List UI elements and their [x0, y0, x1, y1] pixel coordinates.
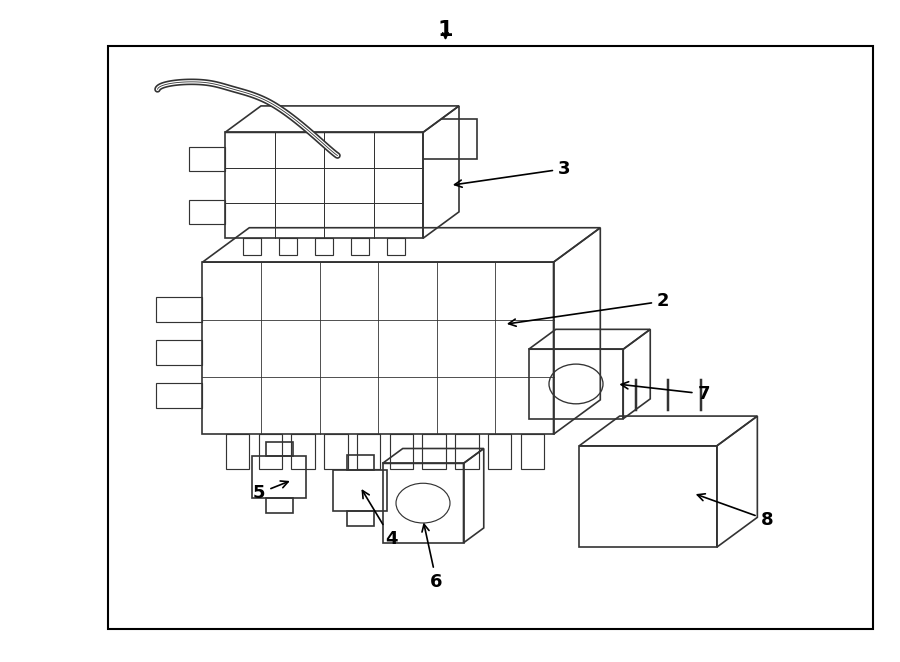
- Bar: [202, 262, 554, 434]
- Bar: [357, 434, 381, 469]
- Bar: [390, 434, 413, 469]
- Bar: [108, 46, 873, 629]
- Text: 8: 8: [698, 494, 773, 529]
- Bar: [346, 455, 374, 470]
- Bar: [387, 238, 405, 255]
- Text: 1: 1: [437, 20, 454, 40]
- Text: 3: 3: [454, 160, 571, 187]
- Bar: [156, 297, 202, 322]
- Bar: [346, 512, 374, 526]
- Bar: [266, 498, 292, 513]
- Bar: [351, 238, 369, 255]
- Text: 5: 5: [253, 481, 288, 502]
- Bar: [252, 457, 306, 498]
- Bar: [279, 238, 297, 255]
- Bar: [488, 434, 511, 469]
- Text: 2: 2: [508, 292, 670, 326]
- Bar: [382, 463, 464, 543]
- Bar: [189, 200, 225, 224]
- Bar: [333, 470, 387, 511]
- Bar: [266, 442, 292, 457]
- Bar: [243, 238, 261, 255]
- Bar: [315, 238, 333, 255]
- Bar: [422, 434, 446, 469]
- Bar: [455, 434, 479, 469]
- Bar: [156, 340, 202, 365]
- Bar: [226, 434, 249, 469]
- Bar: [580, 446, 716, 547]
- Bar: [529, 350, 623, 419]
- Text: 6: 6: [422, 524, 443, 591]
- Text: 7: 7: [621, 382, 710, 403]
- Bar: [189, 147, 225, 171]
- Text: 4: 4: [363, 491, 398, 547]
- Bar: [324, 434, 347, 469]
- Bar: [521, 434, 544, 469]
- Bar: [258, 434, 282, 469]
- Bar: [225, 132, 423, 238]
- Bar: [156, 383, 202, 408]
- Bar: [292, 434, 315, 469]
